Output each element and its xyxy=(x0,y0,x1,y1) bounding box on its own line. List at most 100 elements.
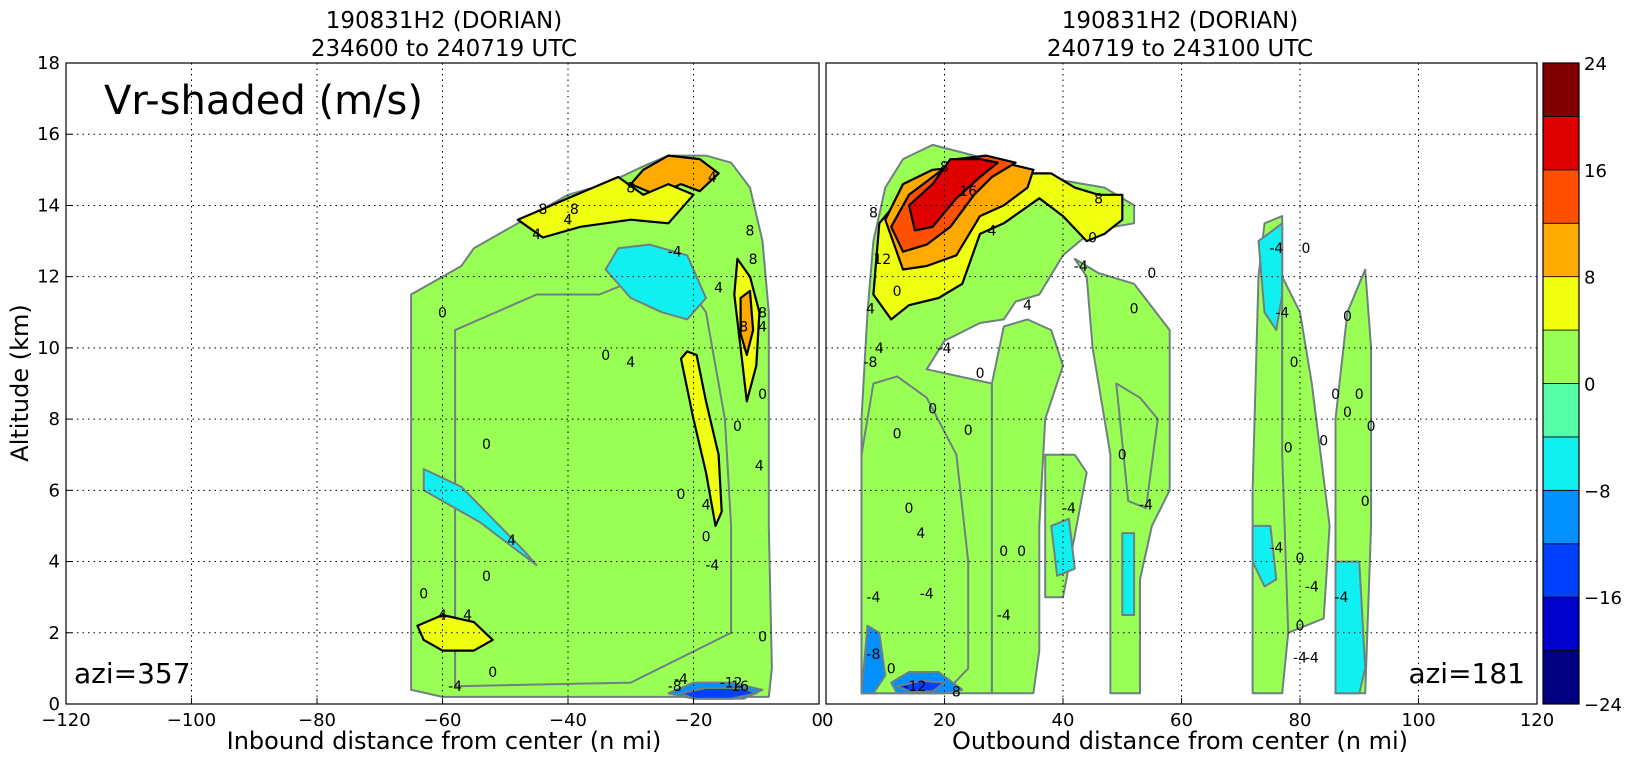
left-contour-label: 4 xyxy=(708,170,717,186)
right-x-tick-label: 60 xyxy=(1170,710,1193,731)
colorbar-tick-label: −16 xyxy=(1584,588,1622,609)
left-grid xyxy=(66,63,819,704)
y-tick-label: 12 xyxy=(37,267,60,288)
variable-annotation: Vr-shaded (m/s) xyxy=(104,78,423,124)
left-contour-label: 4 xyxy=(755,458,764,474)
colorbar-swatch xyxy=(1542,222,1580,278)
right-contour-label: 0 xyxy=(1296,619,1305,635)
right-contour-label: 16 xyxy=(959,184,977,200)
left-contour-label: -12 xyxy=(720,676,743,692)
left-contour-label: 4 xyxy=(564,213,573,229)
left-contour-label: 0 xyxy=(601,348,610,364)
y-tick-label: 2 xyxy=(49,623,60,644)
right-contour-label: 0 xyxy=(1017,544,1026,560)
right-contour-label: 0 xyxy=(887,661,896,677)
left-azimuth-label: azi=357 xyxy=(74,657,191,690)
left-contour-label: 0 xyxy=(758,629,767,645)
colorbar-swatch xyxy=(1542,383,1580,438)
right-shaded-region xyxy=(1334,560,1367,695)
left-contour-label: 0 xyxy=(482,569,491,585)
left-contour-label: 0 xyxy=(419,587,428,603)
left-x-ticks: −120 −100 −80 −60 −40 −20 0 xyxy=(41,698,823,731)
right-x-tick-label: 100 xyxy=(1401,710,1435,731)
left-contour-label: 4 xyxy=(702,498,711,514)
colorbar: 24 16 8 0 −8 −16 −24 xyxy=(1542,54,1622,716)
left-contour-label: 0 xyxy=(676,487,685,503)
right-shaded-region xyxy=(1257,222,1284,332)
right-contour-label: 8 xyxy=(940,159,949,175)
right-contour-label: 0 xyxy=(904,501,913,517)
left-shaded-region xyxy=(416,613,494,652)
colorbar-swatch xyxy=(1542,62,1580,117)
right-contour-label: 4 xyxy=(1023,298,1032,314)
y-tick-label: 10 xyxy=(37,338,60,359)
left-shaded-region xyxy=(516,175,695,239)
right-contour-label: -12 xyxy=(903,679,926,695)
right-contour-label: 0 xyxy=(1296,551,1305,567)
right-contour-label: -4 xyxy=(1305,651,1319,667)
right-shaded-region xyxy=(1121,532,1136,616)
right-contour-label: 0 xyxy=(1088,230,1097,246)
right-contour-label: 8 xyxy=(869,206,878,222)
colorbar-swatch xyxy=(1542,650,1580,705)
right-contour-label: 0 xyxy=(999,544,1008,560)
left-contour-label: 4 xyxy=(714,280,723,296)
left-contour-label: -4 xyxy=(674,672,688,688)
right-contour-label: -4 xyxy=(938,341,952,357)
left-y-ticks: 0 2 4 6 8 10 12 14 16 18 xyxy=(37,53,72,715)
right-title: 190831H2 (DORIAN) xyxy=(1062,8,1299,34)
left-x-axis-label: Inbound distance from center (n mi) xyxy=(227,727,662,755)
left-contour-label: -8 xyxy=(668,679,682,695)
right-shaded-region xyxy=(1115,382,1159,510)
colorbar-swatch xyxy=(1542,596,1580,651)
left-contour-label: 0 xyxy=(482,437,491,453)
right-contour-label: 0 xyxy=(1284,441,1293,457)
left-contour-label: 8 xyxy=(739,320,748,336)
right-contour-label: 0 xyxy=(893,284,902,300)
colorbar-swatch xyxy=(1542,116,1580,171)
left-contour-label: 4 xyxy=(507,533,516,549)
right-shaded-region xyxy=(860,375,970,695)
colorbar-swatch xyxy=(1542,436,1580,491)
left-panel: 190831H2 (DORIAN) 234600 to 240719 UTC 0… xyxy=(6,8,823,755)
left-contour-label: 4 xyxy=(626,355,635,371)
colorbar-tick-label: 24 xyxy=(1584,54,1607,75)
right-shaded-field xyxy=(860,143,1373,695)
right-shaded-region xyxy=(1251,524,1278,588)
right-x-tick-label: 80 xyxy=(1289,710,1312,731)
right-contour-label: 0 xyxy=(976,366,985,382)
left-contour-label: 4 xyxy=(463,608,472,624)
left-contour-label: -4 xyxy=(668,245,682,261)
left-x-tick-label: 0 xyxy=(812,710,823,731)
colorbar-tick-label: 8 xyxy=(1584,268,1595,289)
y-tick-label: 8 xyxy=(49,409,60,430)
right-x-tick-label: 40 xyxy=(1052,710,1075,731)
right-shaded-region xyxy=(907,158,999,232)
right-contour-label: -4 xyxy=(1062,501,1076,517)
right-grid xyxy=(826,63,1537,704)
left-shaded-region xyxy=(422,468,538,567)
right-contour-label: -4 xyxy=(1269,540,1283,556)
left-shaded-region xyxy=(739,289,755,357)
colorbar-swatches xyxy=(1542,62,1580,705)
left-subtitle: 234600 to 240719 UTC xyxy=(311,36,577,62)
right-contour-label: -4 xyxy=(1275,305,1289,321)
right-shaded-region xyxy=(896,679,946,693)
right-contour-label: 0 xyxy=(1343,405,1352,421)
left-contour-label: -4 xyxy=(705,558,719,574)
left-x-tick-label: −80 xyxy=(298,710,336,731)
left-contour-label: 4 xyxy=(758,320,767,336)
right-contour-label: -4 xyxy=(1293,651,1307,667)
right-shaded-region xyxy=(860,624,887,695)
left-shaded-region xyxy=(454,275,733,688)
right-shaded-region xyxy=(1073,257,1171,695)
left-contour-label: 8 xyxy=(749,252,758,268)
colorbar-tick-label: −24 xyxy=(1584,695,1622,716)
right-contour-label: 0 xyxy=(964,423,973,439)
right-contour-label: -4 xyxy=(866,590,880,606)
right-azimuth-label: azi=181 xyxy=(1408,657,1525,690)
right-x-tick-label: 120 xyxy=(1520,710,1554,731)
left-shaded-region xyxy=(604,243,707,321)
